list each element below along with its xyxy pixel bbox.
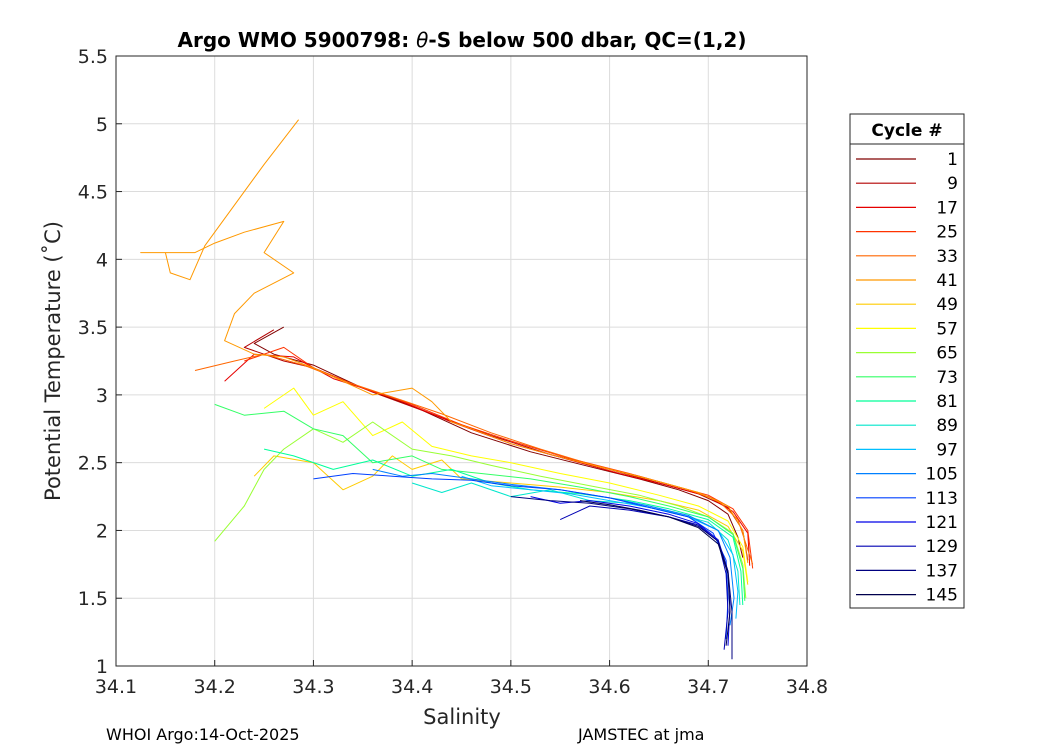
legend-title: Cycle # xyxy=(871,121,942,141)
y-tick-label: 5 xyxy=(96,114,108,136)
footer-credit: JAMSTEC at jma xyxy=(578,725,705,744)
x-tick-label: 34.8 xyxy=(786,676,828,698)
y-tick-label: 1 xyxy=(96,656,108,678)
legend-label: 105 xyxy=(926,465,958,485)
x-axis-label: Salinity xyxy=(423,705,501,729)
x-tick-label: 34.6 xyxy=(588,676,630,698)
y-tick-label: 4 xyxy=(96,249,108,271)
x-tick-label: 34.2 xyxy=(194,676,236,698)
legend-box xyxy=(849,113,965,609)
x-tick-label: 34.7 xyxy=(687,676,729,698)
axes-box xyxy=(115,55,808,667)
series-group xyxy=(140,119,754,660)
series-line-cycle-113 xyxy=(313,473,729,639)
legend-label: 41 xyxy=(936,271,958,291)
legend: Cycle # 1 9 17 25 33 41 49 57 65 73 81 89 97 105 113 12… xyxy=(849,113,965,609)
series-line-cycle-57 xyxy=(263,387,749,583)
y-tick-label: 4.5 xyxy=(78,182,108,204)
y-tick-label: 3 xyxy=(96,385,108,407)
chart-title: Argo WMO 5900798: θ-S below 500 dbar, QC… xyxy=(178,28,747,52)
legend-label: 113 xyxy=(926,489,958,509)
legend-label: 17 xyxy=(936,198,958,218)
legend-label: 81 xyxy=(936,392,958,412)
chart-title-prefix: Argo WMO 5900798: xyxy=(178,28,417,52)
legend-label: 145 xyxy=(926,586,958,606)
legend-label: 57 xyxy=(936,319,958,339)
legend-label: 121 xyxy=(926,513,958,533)
x-tick-label: 34.3 xyxy=(292,676,334,698)
y-tick-label: 3.5 xyxy=(78,317,108,339)
legend-label: 49 xyxy=(936,295,958,315)
legend-label: 33 xyxy=(936,247,958,267)
legend-label: 25 xyxy=(936,223,958,243)
chart-title-suffix: -S below 500 dbar, QC=(1,2) xyxy=(428,28,746,52)
series-line-cycle-129 xyxy=(559,505,729,650)
legend-label: 73 xyxy=(936,368,958,388)
y-tick-label: 2 xyxy=(96,520,108,542)
legend-label: 129 xyxy=(926,537,958,557)
y-tick-label: 2.5 xyxy=(78,453,108,475)
y-axis-label: Potential Temperature (˚C) xyxy=(41,221,65,501)
series-line-cycle-137 xyxy=(510,496,733,660)
series-line-cycle-89 xyxy=(411,482,741,606)
series-line-cycle-49 xyxy=(253,455,749,585)
axis-ticks: 34.1 34.2 34.3 34.4 34.5 34.6 34.7 34.811.522.5… xyxy=(78,46,828,698)
legend-label: 1 xyxy=(947,150,958,170)
x-tick-label: 34.4 xyxy=(391,676,433,698)
series-line-cycle-73 xyxy=(214,403,746,601)
y-tick-label: 5.5 xyxy=(78,46,108,68)
legend-label: 65 xyxy=(936,344,958,364)
series-line-cycle-145 xyxy=(579,500,731,646)
footer-source-date: WHOI Argo:14-Oct-2025 xyxy=(106,725,300,744)
legend-label: 97 xyxy=(936,440,958,460)
legend-label: 89 xyxy=(936,416,958,436)
legend-label: 9 xyxy=(947,174,958,194)
y-tick-label: 1.5 xyxy=(78,588,108,610)
legend-label: 137 xyxy=(926,561,958,581)
series-line-cycle-41 xyxy=(140,119,749,564)
chart-title-theta: θ xyxy=(416,28,428,52)
x-tick-label: 34.5 xyxy=(490,676,532,698)
x-tick-label: 34.1 xyxy=(95,676,137,698)
legend-items: 1 9 17 25 33 41 49 57 65 73 81 89 97 105 113 121 129 137 1… xyxy=(856,150,958,606)
